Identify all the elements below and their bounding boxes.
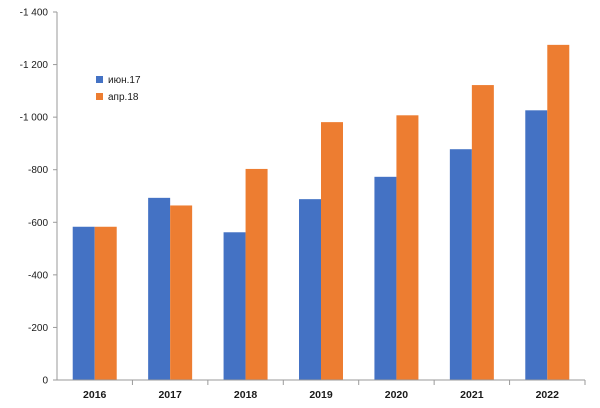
x-tick-label: 2019	[309, 389, 333, 401]
x-tick-label: 2021	[460, 389, 484, 401]
y-tick-label: -1 200	[20, 60, 49, 71]
x-axis: 2016 2017 2018 2019 2020 2021 2022	[57, 379, 586, 401]
bar-series-1-2021	[449, 149, 472, 380]
x-tick-label: 2022	[536, 389, 560, 401]
bar-series-2-2021	[471, 85, 494, 381]
legend-label: апр.18	[108, 92, 139, 103]
x-tick-label: 2017	[158, 389, 182, 401]
bar-series-2-2017	[170, 205, 193, 380]
y-tick-label: -1 000	[20, 113, 49, 124]
bar-series-1-2018	[223, 232, 246, 380]
x-tick-label: 2016	[83, 389, 107, 401]
bar-series-1-2017	[148, 197, 171, 380]
y-tick-label: -800	[28, 165, 48, 176]
x-tick-label: 2020	[385, 389, 409, 401]
legend-swatch	[96, 76, 103, 83]
bar-series-1-2016	[72, 226, 95, 380]
y-tick-label: -200	[28, 323, 48, 334]
legend-swatch	[96, 93, 103, 100]
x-tick-label: 2018	[234, 389, 258, 401]
bar-series-2-2018	[245, 168, 268, 380]
y-axis: 0 -200 -400 -600 -800 -1 000 -1 200 -1 400	[20, 8, 58, 387]
bar-series-1-2019	[299, 199, 321, 380]
bar-series-2-2020	[396, 115, 419, 380]
bars	[72, 44, 570, 381]
bar-series-2-2016	[94, 226, 117, 380]
bar-series-2-2022	[547, 44, 570, 380]
y-tick-label: -600	[28, 218, 48, 229]
legend-label: июн.17	[108, 75, 141, 86]
bar-series-2-2019	[321, 122, 343, 380]
legend: июн.17 апр.18	[96, 75, 141, 103]
bar-series-1-2022	[525, 110, 548, 381]
bar-series-1-2020	[374, 176, 397, 380]
y-tick-label: -1 400	[20, 8, 49, 19]
y-tick-label: -400	[28, 270, 48, 281]
y-tick-label: 0	[42, 376, 48, 387]
